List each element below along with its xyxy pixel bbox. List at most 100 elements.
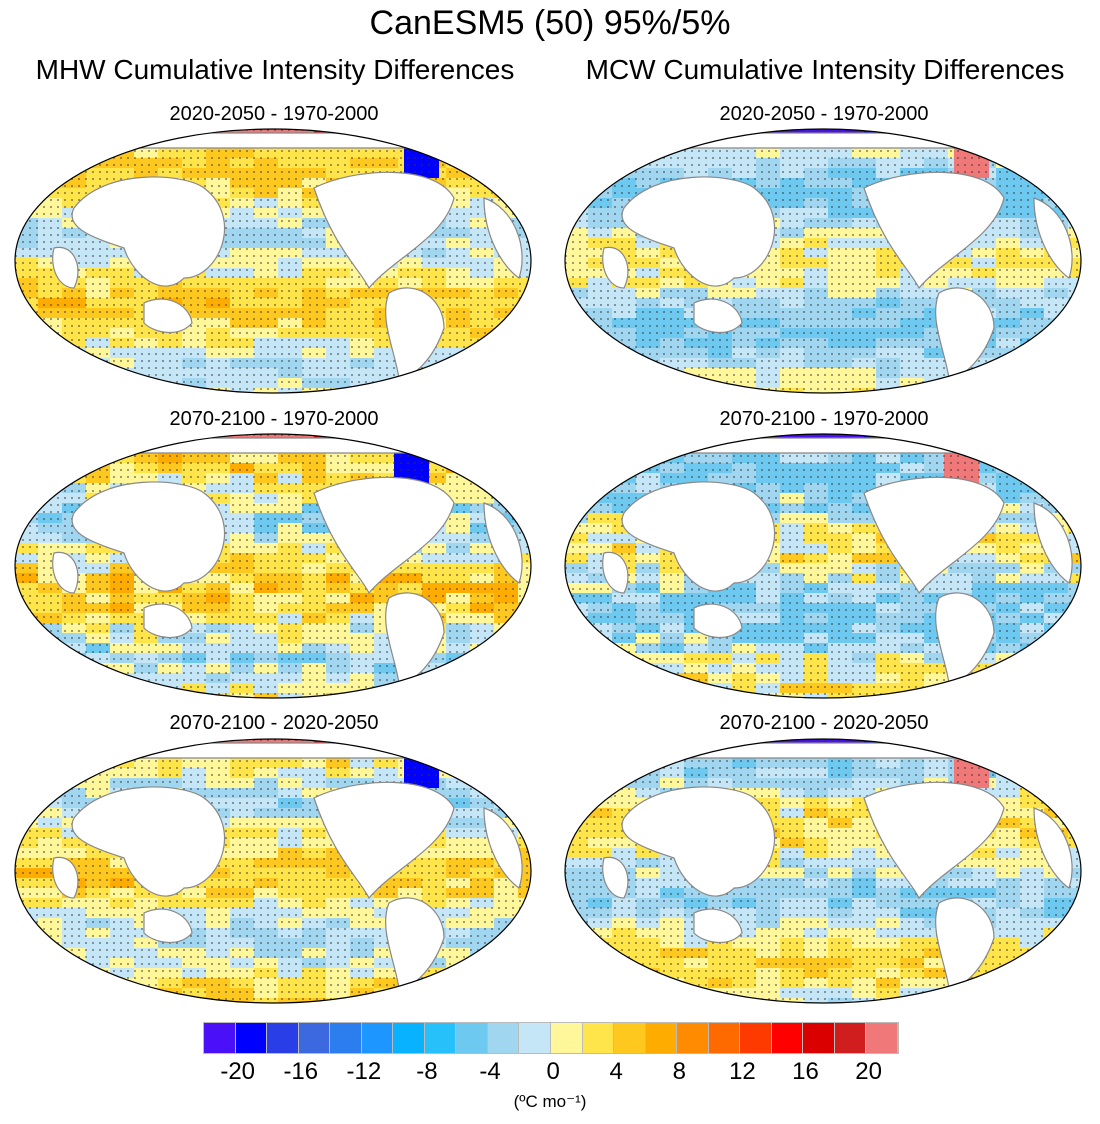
data-cell bbox=[1020, 653, 1045, 664]
data-cell bbox=[1068, 683, 1081, 694]
data-cell bbox=[588, 388, 613, 393]
data-cell bbox=[134, 739, 159, 749]
data-cell bbox=[565, 168, 589, 179]
data-cell bbox=[1044, 443, 1069, 454]
data-cell bbox=[470, 988, 495, 999]
data-cell bbox=[1068, 453, 1081, 464]
data-cell bbox=[15, 473, 39, 484]
map-border bbox=[564, 738, 1082, 1004]
data-cell bbox=[398, 739, 423, 749]
panel-title: 2070-2100 - 2020-2050 bbox=[169, 712, 379, 734]
colorbar-tick-label: 0 bbox=[546, 1058, 560, 1085]
data-cell bbox=[62, 388, 87, 393]
colorbar-tick-label: 20 bbox=[855, 1058, 882, 1085]
data-cell bbox=[518, 148, 531, 159]
land-mass bbox=[863, 171, 1005, 290]
data-cell bbox=[62, 443, 87, 454]
colorbar-swatch bbox=[834, 1023, 867, 1053]
data-cell bbox=[518, 938, 531, 949]
colorbar-swatch bbox=[582, 1023, 615, 1053]
data-cell bbox=[1020, 358, 1045, 369]
data-cell bbox=[518, 453, 531, 464]
data-cell bbox=[1068, 168, 1081, 179]
data-cell bbox=[660, 693, 685, 698]
data-cell bbox=[565, 358, 589, 369]
data-cell bbox=[1020, 388, 1045, 393]
data-cell bbox=[470, 358, 495, 369]
data-cell bbox=[15, 338, 39, 349]
data-cell bbox=[1044, 358, 1069, 369]
data-cell bbox=[636, 129, 661, 139]
data-cell bbox=[1068, 938, 1081, 949]
data-cell bbox=[588, 998, 613, 1003]
data-cell bbox=[996, 998, 1021, 1003]
data-cell bbox=[62, 138, 87, 149]
data-cell bbox=[110, 443, 135, 454]
data-cell bbox=[1068, 739, 1081, 749]
data-cell bbox=[158, 693, 183, 698]
data-cell bbox=[494, 683, 519, 694]
data-cell bbox=[565, 928, 589, 939]
data-cell bbox=[1044, 948, 1069, 959]
data-cell bbox=[1068, 493, 1081, 504]
data-cell bbox=[636, 998, 661, 1003]
data-cell bbox=[996, 693, 1021, 698]
data-cell bbox=[494, 148, 519, 159]
data-cell bbox=[588, 663, 613, 674]
data-cell bbox=[518, 988, 531, 999]
data-cell bbox=[494, 138, 519, 149]
data-cell bbox=[1020, 138, 1045, 149]
data-cell bbox=[518, 483, 531, 494]
data-cell bbox=[38, 453, 63, 464]
data-cell bbox=[636, 434, 661, 444]
data-cell bbox=[446, 358, 471, 369]
land-mass bbox=[133, 437, 435, 454]
data-cell bbox=[1044, 663, 1069, 674]
land-mass bbox=[602, 246, 629, 289]
land-mass bbox=[133, 132, 435, 149]
data-cell bbox=[565, 378, 589, 389]
data-cell bbox=[134, 683, 159, 694]
data-cell bbox=[15, 168, 39, 179]
data-cell bbox=[38, 693, 63, 698]
data-cell bbox=[1044, 643, 1069, 654]
data-cell bbox=[38, 388, 63, 393]
data-cell bbox=[494, 129, 519, 139]
data-cell bbox=[660, 129, 685, 139]
data-cell bbox=[588, 463, 613, 474]
data-cell bbox=[588, 158, 613, 169]
data-cell bbox=[446, 673, 471, 684]
data-cell bbox=[660, 138, 685, 149]
data-cell bbox=[110, 693, 135, 698]
data-cell bbox=[565, 318, 589, 329]
data-cell bbox=[422, 138, 447, 149]
data-cell bbox=[470, 748, 495, 759]
data-cell bbox=[15, 693, 39, 698]
land-mass bbox=[143, 603, 193, 638]
data-cell bbox=[494, 673, 519, 684]
data-cell bbox=[612, 768, 637, 779]
data-cell bbox=[1044, 683, 1069, 694]
data-cell bbox=[422, 388, 447, 393]
data-cell bbox=[38, 958, 63, 969]
data-cell bbox=[588, 129, 613, 139]
data-cell bbox=[494, 998, 519, 1003]
data-cell bbox=[612, 453, 637, 464]
data-cell bbox=[470, 673, 495, 684]
data-cell bbox=[1068, 388, 1081, 393]
data-cell bbox=[158, 388, 183, 393]
data-cell bbox=[15, 198, 39, 209]
data-cell bbox=[612, 148, 637, 159]
data-cell bbox=[38, 158, 63, 169]
data-cell bbox=[565, 653, 589, 664]
data-cell bbox=[518, 443, 531, 454]
data-cell bbox=[1068, 434, 1081, 444]
data-cell bbox=[134, 129, 159, 139]
data-cell bbox=[708, 388, 733, 393]
data-cell bbox=[470, 768, 495, 779]
map-border bbox=[14, 433, 532, 699]
data-cell bbox=[565, 998, 589, 1003]
data-cell bbox=[470, 434, 495, 444]
data-cell bbox=[1068, 928, 1081, 939]
colorbar-tick-label: 12 bbox=[729, 1058, 756, 1085]
